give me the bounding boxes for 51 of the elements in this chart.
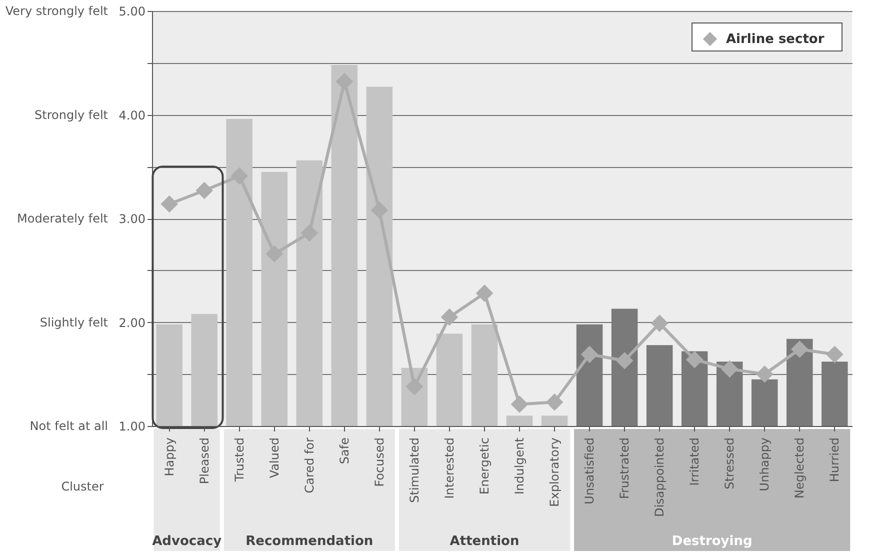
x-tick-label: Disappointed bbox=[652, 438, 667, 517]
x-tick-label: Neglected bbox=[792, 438, 807, 498]
text: Strongly felt bbox=[34, 108, 108, 122]
x-tick-label: Happy bbox=[162, 438, 176, 476]
x-axis-title: Cluster bbox=[61, 480, 104, 494]
x-tick-label: Trusted bbox=[232, 438, 246, 483]
x-tick-label: Unhappy bbox=[758, 438, 772, 492]
x-tick-label: Stimulated bbox=[407, 438, 422, 503]
x-tick-label: Cared for bbox=[302, 437, 316, 494]
x-tick-label: Stressed bbox=[722, 438, 737, 490]
point bbox=[160, 195, 178, 213]
text: Destroying bbox=[672, 534, 752, 549]
x-tick-label: Interested bbox=[442, 438, 456, 499]
point bbox=[686, 350, 704, 368]
text: Slightly felt bbox=[40, 315, 108, 330]
point bbox=[650, 314, 668, 332]
point bbox=[370, 202, 388, 219]
point bbox=[790, 340, 808, 358]
x-tick-label: Safe bbox=[337, 438, 352, 464]
x-tick-label: Frustrated bbox=[618, 438, 632, 500]
text: Attention bbox=[450, 534, 520, 549]
x-tick-label: Unsatisfied bbox=[582, 438, 597, 504]
x-tick-label: Exploratory bbox=[548, 438, 562, 507]
text: Very strongly felt bbox=[5, 4, 108, 18]
text: Moderately felt bbox=[17, 212, 108, 226]
x-tick-label: Focused bbox=[372, 438, 386, 487]
x-tick-label: Pleased bbox=[197, 438, 212, 484]
point bbox=[826, 346, 844, 364]
point bbox=[546, 393, 564, 411]
text: Advocacy bbox=[152, 534, 222, 549]
y-tick-label: 4.00 bbox=[118, 108, 146, 122]
x-tick-label: Indulgent bbox=[512, 437, 527, 495]
point bbox=[440, 308, 458, 326]
y-tick-label: 3.00 bbox=[118, 212, 146, 226]
point bbox=[510, 396, 528, 413]
x-tick-label: Irritated bbox=[688, 438, 702, 486]
text: Recommendation bbox=[246, 534, 374, 549]
x-tick-label: Energetic bbox=[477, 438, 492, 494]
point bbox=[756, 365, 774, 383]
y-tick-label: 2.00 bbox=[118, 316, 146, 330]
point bbox=[476, 284, 494, 302]
point bbox=[196, 182, 214, 200]
point bbox=[720, 360, 738, 378]
y-tick-label: 5.00 bbox=[118, 4, 146, 18]
point bbox=[580, 346, 598, 364]
legend-label: Airline sector bbox=[726, 32, 825, 47]
point bbox=[616, 352, 634, 370]
x-tick-label: Hurried bbox=[828, 438, 842, 482]
y-tick-label: 1.00 bbox=[118, 420, 146, 434]
x-tick-label: Valued bbox=[267, 438, 282, 478]
text: Not felt at all bbox=[30, 419, 108, 433]
